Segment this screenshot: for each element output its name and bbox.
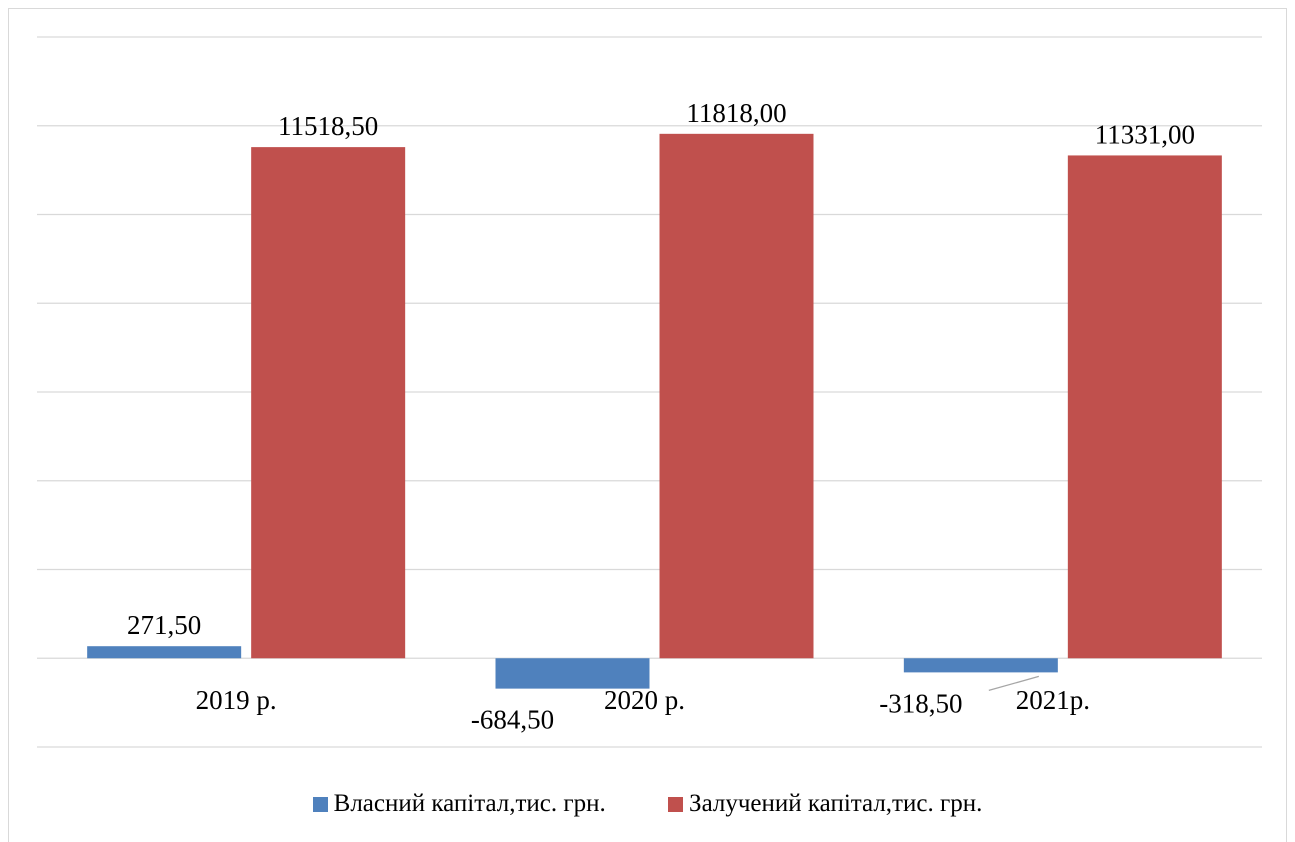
- legend-swatch-own-capital: [312, 796, 328, 812]
- data-label-own-capital-1: -684,50: [471, 705, 554, 735]
- data-label-borrowed-capital-2: 11331,00: [1095, 119, 1195, 149]
- legend-label-borrowed-capital: Залучений капітал,тис. грн.: [689, 790, 983, 817]
- category-label-0: 2019 р.: [196, 685, 277, 715]
- bar-own-capital-2: [903, 658, 1058, 673]
- data-label-own-capital-0: 271,50: [127, 610, 201, 640]
- data-label-borrowed-capital-1: 11818,00: [686, 98, 786, 128]
- data-label-borrowed-capital-0: 11518,50: [278, 111, 378, 141]
- bar-borrowed-capital-0: [251, 147, 406, 659]
- bar-borrowed-capital-2: [1067, 155, 1222, 659]
- leader-line: [988, 675, 1040, 692]
- data-labels: 271,50 11518,50 -684,50 11818,00 -318,50 1133…: [127, 98, 1195, 735]
- bar-own-capital-0: [87, 646, 242, 659]
- bars: [87, 133, 1222, 689]
- legend-swatch-borrowed-capital: [668, 796, 684, 812]
- legend-item-borrowed-capital: Залучений капітал,тис. грн.: [668, 790, 982, 818]
- bar-own-capital-1: [495, 658, 650, 689]
- category-labels: 2019 р. 2020 р. 2021р.: [196, 685, 1090, 715]
- legend-item-own-capital: Власний капітал,тис. грн.: [312, 790, 606, 818]
- legend: Власний капітал,тис. грн. Залучений капі…: [0, 790, 1295, 819]
- bar-borrowed-capital-1: [659, 133, 814, 659]
- data-label-own-capital-2: -318,50: [879, 688, 962, 718]
- category-label-1: 2020 р.: [604, 685, 685, 715]
- legend-label-own-capital: Власний капітал,тис. грн.: [333, 790, 606, 817]
- category-label-2: 2021р.: [1016, 685, 1090, 715]
